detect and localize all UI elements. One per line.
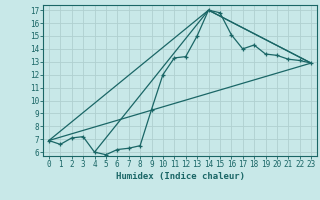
X-axis label: Humidex (Indice chaleur): Humidex (Indice chaleur) (116, 172, 244, 181)
